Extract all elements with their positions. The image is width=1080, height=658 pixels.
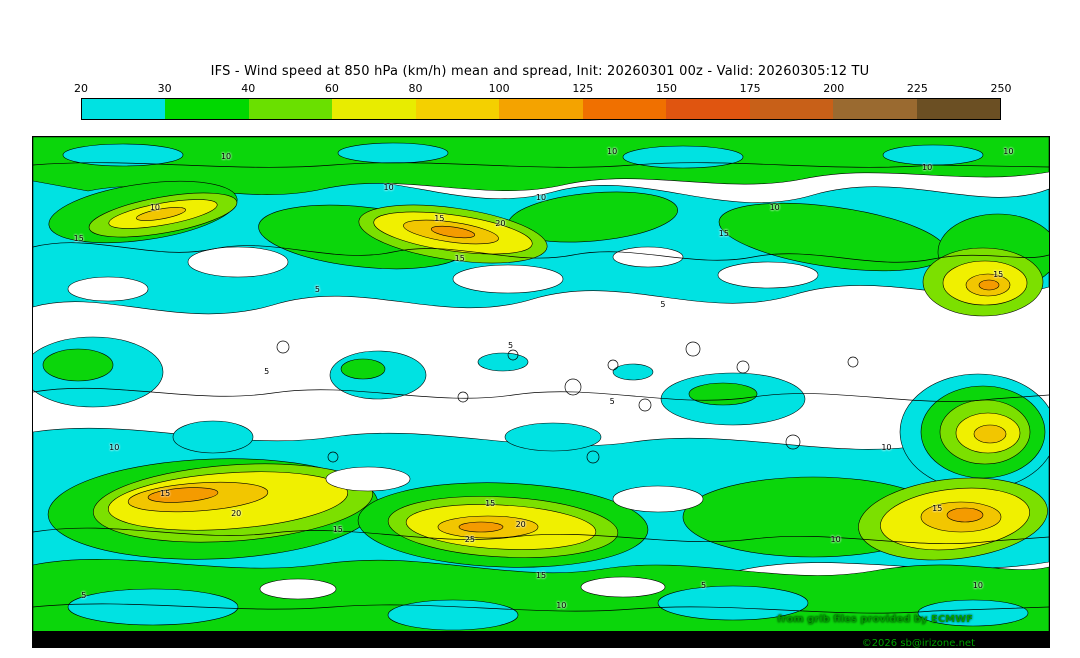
colorbar-tick: 60 [324,82,339,95]
colorbar-bar [81,98,1001,120]
colorbar-tick: 40 [241,82,256,95]
colorbar-tick: 175 [739,82,761,95]
colorbar-tick: 200 [823,82,845,95]
colorbar-segment [749,99,834,119]
colorbar-segment [82,99,166,119]
colorbar-segment [415,99,500,119]
source-credit: from grib files provided by ECMWF [777,614,973,625]
colorbar: 20 30 40 60 80 100 125 150 175 200 225 250 [74,82,1012,120]
world-wind-map: 10 10 15 10 15 20 15 10 5 10 15 10 5 10 15 10 5 5 10 5 10 15 2… [32,136,1050,649]
colorbar-tick: 80 [408,82,423,95]
colorbar-segment [582,99,667,119]
bottom-strip: ©2026 sb@irizone.net [33,631,1049,649]
copyright-credit: ©2026 sb@irizone.net [861,638,975,649]
colorbar-tick: 150 [655,82,677,95]
colorbar-tick: 225 [906,82,928,95]
colorbar-segment [916,99,1000,119]
colorbar-tick: 125 [572,82,594,95]
colorbar-segment [332,99,416,119]
colorbar-tick: 30 [157,82,172,95]
colorbar-ticks: 20 30 40 60 80 100 125 150 175 200 225 250 [74,82,1012,97]
colorbar-segment [248,99,333,119]
colorbar-segment [499,99,583,119]
colorbar-segment [666,99,750,119]
page-title: IFS - Wind speed at 850 hPa (km/h) mean … [210,64,870,79]
colorbar-segment [833,99,917,119]
colorbar-tick: 100 [488,82,510,95]
colorbar-tick: 20 [74,82,88,95]
colorbar-segment [165,99,249,119]
colorbar-tick: 250 [990,82,1012,95]
map-graphic [33,137,1049,647]
